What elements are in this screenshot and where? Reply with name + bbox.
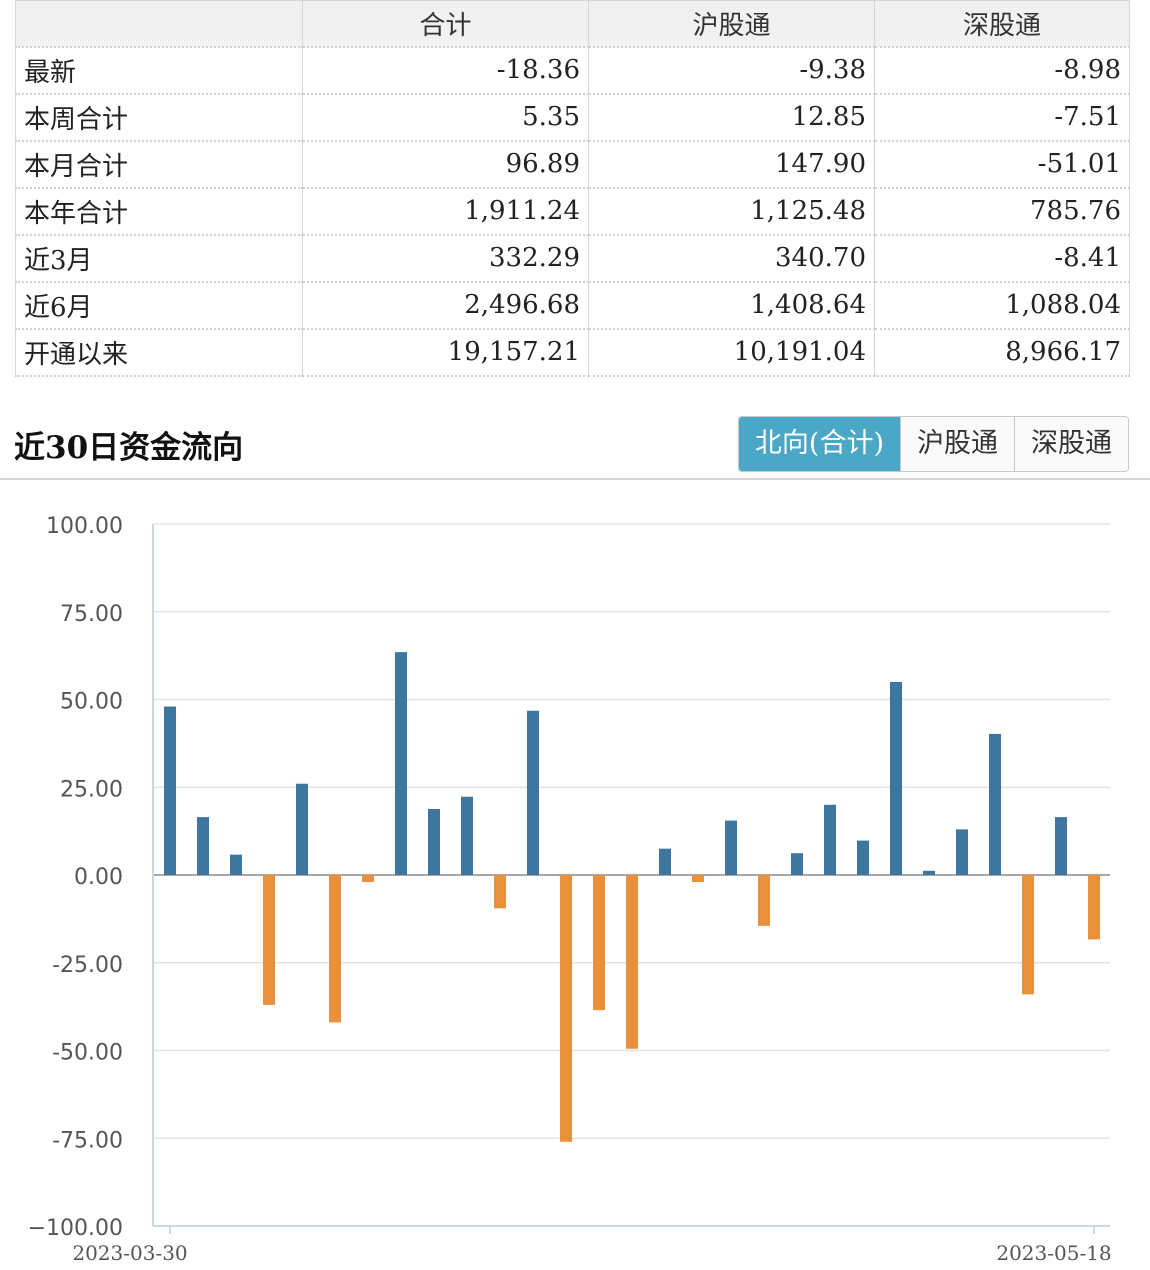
table-row: 本周合计 5.35 12.85 -7.51 xyxy=(15,92,1130,141)
flow-bar xyxy=(494,875,506,909)
y-tick-label: 100.00 xyxy=(46,514,123,539)
tab-shenzhen-connect[interactable]: 深股通 xyxy=(1014,417,1128,471)
tab-northbound-total[interactable]: 北向(合计) xyxy=(738,417,900,471)
flow-bar xyxy=(626,875,638,1049)
y-tick-label: −100.00 xyxy=(28,1216,123,1241)
flow-bar xyxy=(362,875,374,883)
flow-bar xyxy=(890,681,902,875)
flow-bar xyxy=(527,710,539,875)
flow-bar xyxy=(923,870,935,875)
flow-bar xyxy=(428,809,440,875)
flow-bar xyxy=(1055,817,1067,875)
y-tick-label: 0.00 xyxy=(74,865,123,890)
cell-shanghai: 147.90 xyxy=(588,139,875,188)
row-label: 本月合计 xyxy=(15,139,303,188)
flow-bar xyxy=(197,817,209,875)
row-label: 最新 xyxy=(15,45,303,94)
fund-flow-chart: 100.00 75.00 50.00 25.00 0.00 -25.00 -50.00 -75… xyxy=(28,514,1112,1265)
flow-bar xyxy=(164,706,176,875)
flow-bar xyxy=(593,875,605,1011)
cell-shenzhen: 8,966.17 xyxy=(874,327,1130,376)
cell-shenzhen: 1,088.04 xyxy=(874,280,1130,329)
flow-bar xyxy=(461,796,473,875)
flow-bar xyxy=(692,875,704,883)
cell-total: -18.36 xyxy=(302,45,589,94)
section-divider xyxy=(0,478,1150,480)
cell-total: 5.35 xyxy=(302,92,589,141)
cell-total: 332.29 xyxy=(302,233,589,282)
cell-shenzhen: -7.51 xyxy=(874,92,1130,141)
flow-bar xyxy=(1088,875,1100,940)
cell-total: 2,496.68 xyxy=(302,280,589,329)
cell-shanghai: 340.70 xyxy=(588,233,875,282)
cell-shenzhen: -8.98 xyxy=(874,45,1130,94)
table-row: 近3月 332.29 340.70 -8.41 xyxy=(15,233,1130,282)
cell-total: 96.89 xyxy=(302,139,589,188)
flow-bar xyxy=(659,848,671,875)
header-shenzhen-connect: 深股通 xyxy=(874,0,1130,47)
section-title: 近30日资金流向 xyxy=(14,430,244,466)
cell-shanghai: 12.85 xyxy=(588,92,875,141)
flow-tabs: 北向(合计) 沪股通 深股通 xyxy=(737,416,1129,472)
cell-shenzhen: 785.76 xyxy=(874,186,1130,235)
row-label: 本周合计 xyxy=(15,92,303,141)
cell-shenzhen: -51.01 xyxy=(874,139,1130,188)
cell-shanghai: -9.38 xyxy=(588,45,875,94)
flow-bar xyxy=(263,875,275,1005)
header-total: 合计 xyxy=(302,0,589,47)
table-row: 本月合计 96.89 147.90 -51.01 xyxy=(15,139,1130,188)
summary-table: 合计 沪股通 深股通 最新 -18.36 -9.38 -8.98 本周合计 5.… xyxy=(15,0,1130,377)
cell-shanghai: 1,125.48 xyxy=(588,186,875,235)
table-row: 最新 -18.36 -9.38 -8.98 xyxy=(15,45,1130,94)
table-row: 开通以来 19,157.21 10,191.04 8,966.17 xyxy=(15,327,1130,376)
x-tick-label-last: 2023-05-18 xyxy=(996,1241,1111,1265)
table-row: 近6月 2,496.68 1,408.64 1,088.04 xyxy=(15,280,1130,329)
header-corner xyxy=(15,0,303,47)
flow-bar xyxy=(824,804,836,875)
table-row: 本年合计 1,911.24 1,125.48 785.76 xyxy=(15,186,1130,235)
flow-bar xyxy=(857,840,869,875)
y-tick-label: 75.00 xyxy=(60,602,123,627)
x-tick-label-first: 2023-03-30 xyxy=(72,1241,187,1265)
summary-header-row: 合计 沪股通 深股通 xyxy=(15,0,1130,47)
row-label: 近3月 xyxy=(15,233,303,282)
cell-shanghai: 1,408.64 xyxy=(588,280,875,329)
flow-bar xyxy=(1022,875,1034,995)
header-shanghai-connect: 沪股通 xyxy=(588,0,875,47)
cell-total: 1,911.24 xyxy=(302,186,589,235)
y-tick-label: 50.00 xyxy=(60,690,123,715)
flow-bar xyxy=(230,854,242,875)
y-tick-label: -75.00 xyxy=(52,1128,123,1153)
tab-shanghai-connect[interactable]: 沪股通 xyxy=(900,417,1014,471)
flow-bar xyxy=(989,733,1001,875)
flow-bar xyxy=(395,652,407,875)
y-tick-label: -50.00 xyxy=(52,1041,123,1066)
flow-bar xyxy=(329,875,341,1023)
flow-bar xyxy=(791,853,803,875)
row-label: 近6月 xyxy=(15,280,303,329)
flow-bar xyxy=(956,829,968,875)
cell-total: 19,157.21 xyxy=(302,327,589,376)
y-tick-label: -25.00 xyxy=(52,953,123,978)
row-label: 开通以来 xyxy=(15,327,303,376)
flow-bar xyxy=(725,820,737,875)
y-tick-label: 25.00 xyxy=(60,777,123,802)
flow-bar xyxy=(296,783,308,875)
row-label: 本年合计 xyxy=(15,186,303,235)
flow-bar xyxy=(560,875,572,1142)
cell-shanghai: 10,191.04 xyxy=(588,327,875,376)
cell-shenzhen: -8.41 xyxy=(874,233,1130,282)
flow-bar xyxy=(758,875,770,926)
